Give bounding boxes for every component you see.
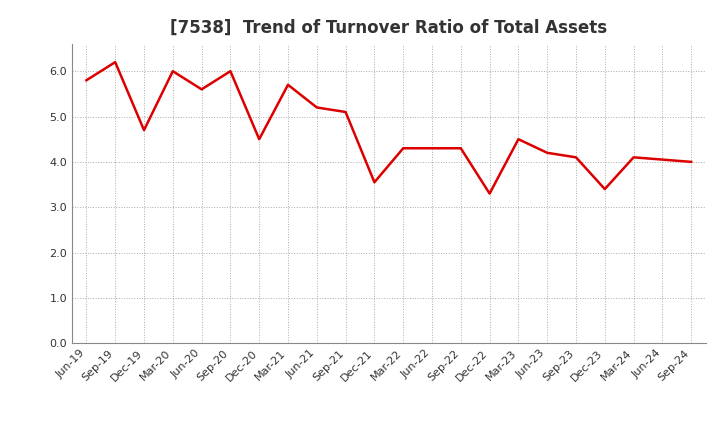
Title: [7538]  Trend of Turnover Ratio of Total Assets: [7538] Trend of Turnover Ratio of Total … — [170, 19, 608, 37]
